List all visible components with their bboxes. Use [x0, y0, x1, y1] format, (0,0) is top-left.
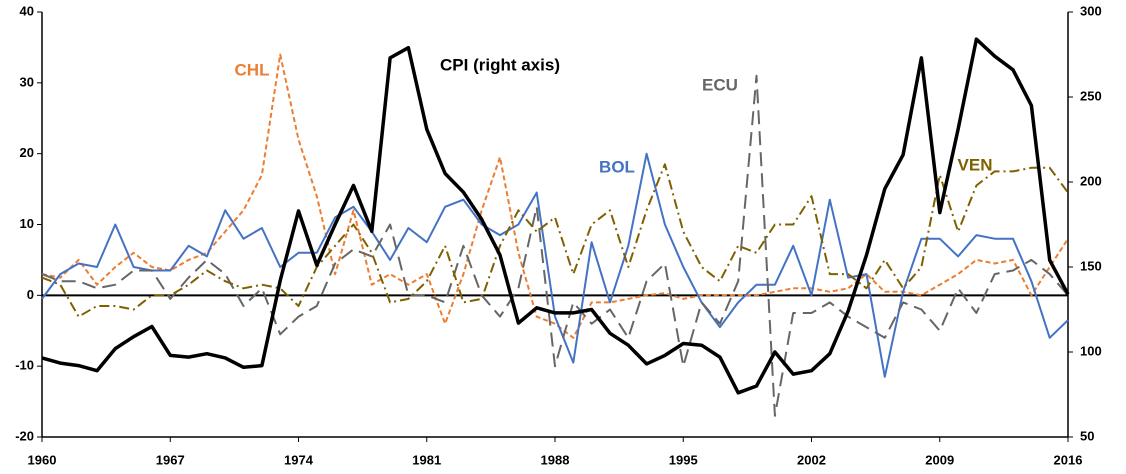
- y2-tick-label: 200: [1080, 173, 1102, 188]
- series-line: [41, 37, 1070, 395]
- x-tick-label: 1974: [284, 452, 314, 467]
- series-label: ECU: [702, 75, 738, 94]
- y-tick-label: -20: [15, 428, 34, 443]
- series-line: [41, 163, 1069, 318]
- y2-tick-label: 250: [1080, 88, 1102, 103]
- y2-tick-label: 150: [1080, 258, 1102, 273]
- x-tick-label: 1967: [156, 452, 185, 467]
- x-tick-label: 2016: [1054, 452, 1083, 467]
- x-tick-label: 1981: [412, 452, 441, 467]
- series-label: VEN: [958, 155, 993, 174]
- y-tick-label: 40: [20, 3, 34, 18]
- y-tick-label: 30: [20, 74, 34, 89]
- y2-tick-label: 50: [1080, 428, 1094, 443]
- x-tick-label: 1960: [28, 452, 57, 467]
- y-tick-label: -10: [15, 358, 34, 373]
- y2-tick-label: 100: [1080, 343, 1102, 358]
- x-tick-label: 1995: [669, 452, 698, 467]
- series-label: CHL: [235, 60, 270, 79]
- y-tick-label: 20: [20, 145, 34, 160]
- series-line: [41, 53, 1069, 339]
- y-tick-label: 10: [20, 216, 34, 231]
- series-label: CPI (right axis): [440, 55, 560, 74]
- y2-tick-label: 300: [1080, 3, 1102, 18]
- y-tick-label: 0: [27, 287, 34, 302]
- series-label: BOL: [599, 157, 635, 176]
- x-tick-label: 2009: [925, 452, 954, 467]
- series-line: [41, 152, 1069, 378]
- x-tick-label: 2002: [797, 452, 826, 467]
- series-line: [41, 74, 1069, 417]
- x-tick-label: 1988: [541, 452, 570, 467]
